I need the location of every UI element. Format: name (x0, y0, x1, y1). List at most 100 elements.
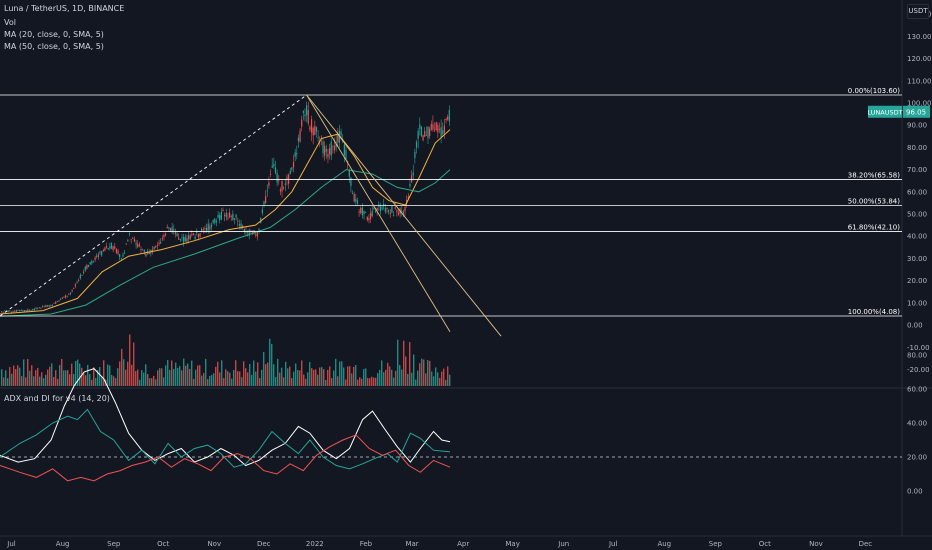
volume-bar (185, 365, 187, 386)
candle-body (107, 248, 109, 250)
candle-body (153, 246, 155, 250)
candle-body (214, 218, 216, 223)
volume-bar (241, 377, 243, 386)
candle-body (43, 306, 45, 308)
fib-level-label: 100.00%(4.08) (848, 308, 900, 316)
trend-line[interactable] (306, 94, 451, 332)
volume-bar (307, 372, 309, 386)
price-axis-label: 100.00 (907, 99, 932, 107)
volume-bar (215, 366, 217, 386)
currency-unit-button[interactable]: USDT (907, 4, 929, 19)
volume-bar (41, 372, 43, 386)
candle-body (156, 245, 158, 247)
volume-bar (245, 368, 247, 386)
candle-body (248, 229, 250, 236)
volume-bar (63, 370, 65, 386)
volume-bar (27, 358, 29, 386)
candle-body (330, 141, 332, 156)
price-axis-label: 20.00 (907, 277, 927, 285)
volume-bar (375, 377, 377, 386)
volume-bar (139, 379, 141, 386)
candle-body (196, 232, 198, 234)
volume-bar (443, 368, 445, 386)
volume-bar (129, 334, 131, 386)
candle-body (307, 110, 309, 124)
volume-bar (253, 360, 255, 386)
volume-bar (163, 377, 165, 386)
candle-body (233, 218, 236, 220)
candle-body (133, 238, 136, 242)
volume-bar (339, 361, 341, 386)
volume-bar (115, 378, 117, 386)
volume-bar (439, 377, 441, 386)
symbol-tag-label: LUNAUSDT (867, 108, 902, 116)
time-axis-label: Oct (157, 540, 169, 548)
volume-bar (231, 378, 233, 386)
ma50-line (0, 169, 451, 317)
candle-body (212, 220, 214, 223)
candle-body (63, 296, 65, 298)
candle-body (92, 260, 95, 262)
adx-axis-label: 40.00 (907, 420, 927, 428)
price-axis-label: 10.00 (907, 299, 927, 307)
volume-bar (263, 351, 265, 386)
volume-bar (181, 370, 183, 386)
price-axis-label: 0.00 (907, 322, 923, 330)
candle-body (135, 242, 137, 245)
volume-bar (367, 378, 369, 386)
volume-bar (47, 369, 49, 386)
volume-bar (277, 358, 279, 386)
vol-legend: Vol (4, 18, 16, 27)
volume-bar (33, 376, 35, 386)
trend-line[interactable] (0, 94, 307, 317)
candle-body (401, 210, 403, 212)
candle-body (415, 141, 418, 148)
candle-body (327, 153, 329, 157)
volume-bar (161, 368, 163, 386)
price-axis-label: 50.00 (907, 211, 927, 219)
volume-bar (85, 375, 87, 386)
candle-body (119, 254, 121, 258)
volume-bar (117, 368, 119, 386)
candle-body (266, 190, 268, 192)
candle-body (273, 163, 275, 167)
candle-body (329, 148, 331, 155)
candle-body (173, 229, 175, 231)
time-axis-label: Mar (405, 540, 418, 548)
candle-body (78, 280, 80, 281)
candle-body (388, 209, 390, 212)
candle-body (447, 116, 449, 120)
candle-body (120, 257, 122, 259)
volume-bar (19, 367, 21, 386)
candle-body (438, 128, 441, 130)
candle-body (407, 196, 409, 199)
volume-bar (121, 348, 123, 386)
fib-level-label: 38.20%(65.58) (848, 171, 900, 179)
volume-bar (73, 374, 75, 386)
candle-body (414, 151, 416, 159)
candle-body (225, 212, 227, 218)
volume-bar (299, 370, 301, 386)
volume-bar (95, 378, 97, 386)
volume-bar (363, 369, 365, 386)
candle-body (97, 254, 99, 258)
volume-bar (295, 363, 297, 386)
volume-bar (261, 369, 263, 386)
volume-bar (343, 367, 345, 386)
candle-body (222, 210, 224, 212)
trend-line[interactable] (306, 94, 502, 337)
volume-bar (243, 361, 245, 386)
candle-body (251, 232, 254, 233)
volume-bar (337, 376, 339, 386)
candle-body (412, 172, 414, 176)
candle-body (99, 251, 101, 254)
candle-body (366, 216, 368, 221)
volume-bar (57, 378, 59, 386)
volume-bar (405, 356, 407, 386)
volume-bar (217, 361, 219, 386)
price-axis-label: 70.00 (907, 166, 927, 174)
volume-bar (107, 364, 109, 386)
candle-body (128, 233, 131, 235)
candle-body (143, 249, 145, 253)
